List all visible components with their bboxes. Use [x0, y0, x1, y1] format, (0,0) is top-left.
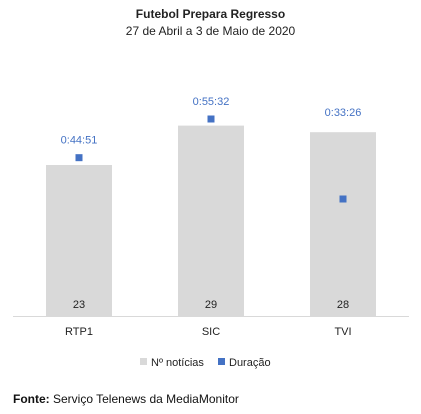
bar-sic: [178, 125, 244, 316]
bar-rtp1: [46, 165, 112, 316]
bar-value-label: 23: [73, 299, 85, 311]
category-label: RTP1: [65, 326, 93, 338]
legend-swatch-duracao: [218, 358, 225, 365]
source-label: Fonte:: [13, 392, 50, 406]
category-label: TVI: [334, 326, 351, 338]
category-label: SIC: [202, 326, 220, 338]
source-note: Fonte: Serviço Telenews da MediaMonitor: [13, 392, 239, 406]
bar-tvi: [310, 132, 376, 316]
source-text: Serviço Telenews da MediaMonitor: [53, 392, 239, 406]
duration-point: [75, 154, 83, 162]
legend-swatch-noticias: [140, 358, 147, 365]
bar-value-label: 29: [205, 299, 217, 311]
chart-title: Futebol Prepara Regresso: [135, 7, 286, 21]
duration-label: 0:33:26: [325, 107, 362, 119]
duration-point: [339, 195, 347, 203]
legend-label-noticias: Nº notícias: [151, 357, 204, 369]
legend-label-duracao: Duração: [229, 357, 271, 369]
duration-point: [207, 115, 215, 123]
bar-value-label: 28: [337, 299, 349, 311]
duration-label: 0:44:51: [61, 135, 98, 147]
chart-subtitle: 27 de Abril a 3 de Maio de 2020: [125, 24, 296, 38]
duration-label: 0:55:32: [193, 96, 230, 108]
